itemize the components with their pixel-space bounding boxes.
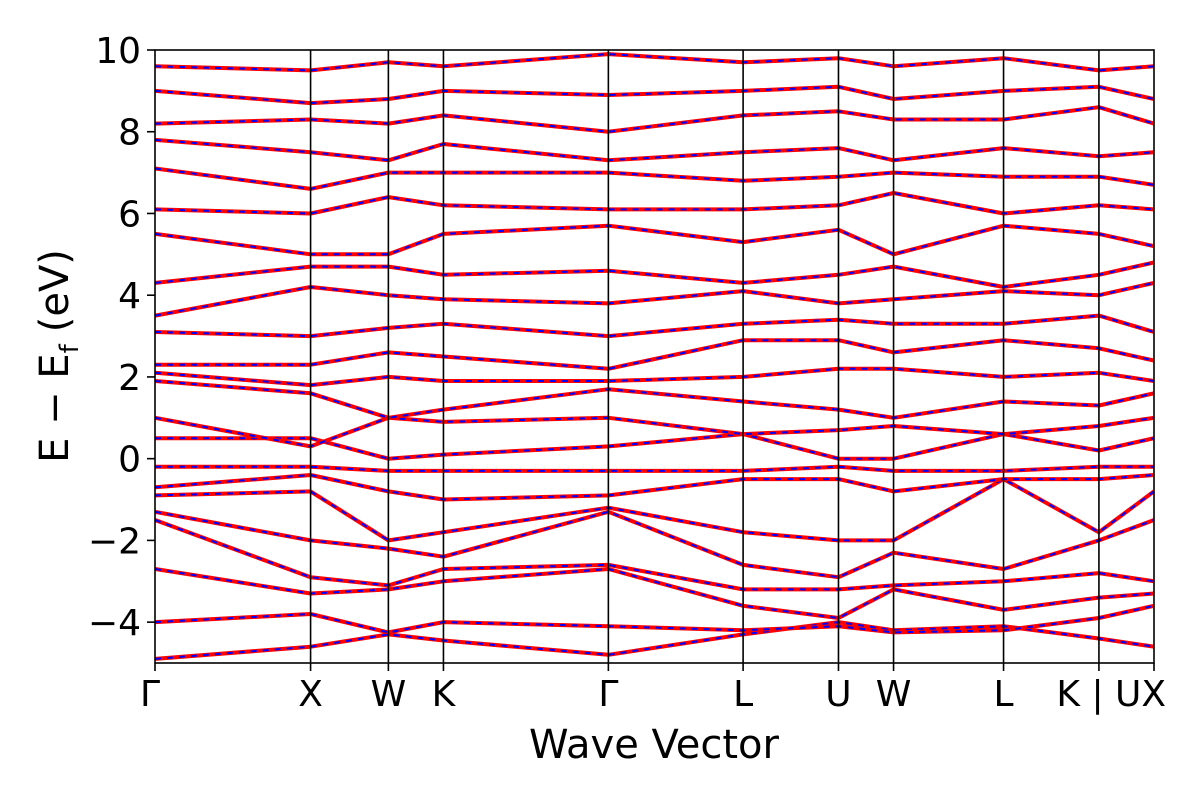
band-line-blue-dashed: [155, 380, 1154, 419]
y-tick-label: −4: [88, 603, 141, 644]
x-axis-label: Wave Vector: [529, 722, 780, 768]
x-tick-label: K | U: [1056, 674, 1141, 715]
y-axis-ticks: −4 −2 0 2 4 6 8 10: [88, 31, 155, 644]
y-tick-label: 10: [95, 31, 141, 72]
x-tick-label: L: [733, 674, 753, 715]
x-tick-label: Γ: [598, 674, 618, 715]
high-symmetry-lines: [309, 50, 1100, 663]
y-tick-label: 0: [118, 440, 141, 481]
x-tick-label: U: [825, 674, 851, 715]
x-tick-label: X: [298, 674, 323, 715]
y-axis-label-main: E − E: [32, 353, 78, 463]
y-tick-label: 4: [118, 276, 141, 317]
x-tick-label: L: [994, 674, 1014, 715]
plot-frame: [154, 49, 1155, 664]
band-line-blue-dashed: [155, 477, 1154, 542]
y-tick-label: 6: [118, 194, 141, 235]
x-tick-label: Γ: [140, 674, 160, 715]
y-axis-label: E − Ef (eV): [32, 249, 85, 463]
x-tick-label: W: [371, 674, 407, 715]
x-tick-label: X: [1141, 674, 1166, 715]
x-tick-label: W: [876, 674, 912, 715]
y-tick-label: 8: [118, 113, 141, 154]
y-axis-label-subscript: f: [55, 343, 85, 353]
band-line-blue-dashed: [155, 224, 1154, 256]
x-tick-label: K: [432, 674, 457, 715]
band-line-blue-dashed: [155, 567, 1154, 620]
band-line-blue-dashed: [155, 416, 1154, 448]
y-tick-label: 2: [118, 358, 141, 399]
y-tick-label: −2: [88, 521, 141, 562]
y-axis-label-unit: (eV): [32, 249, 78, 332]
